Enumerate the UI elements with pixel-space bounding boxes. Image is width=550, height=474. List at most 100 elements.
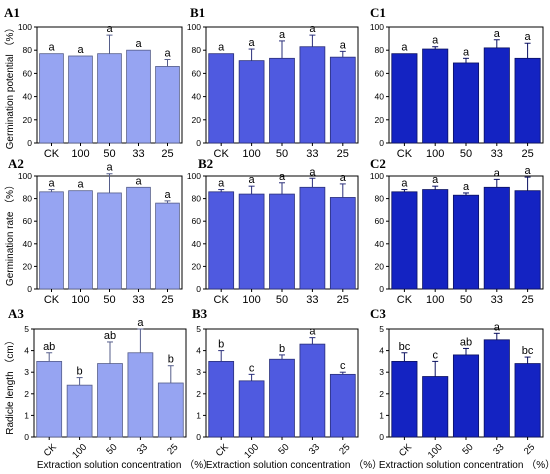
x-tick-label: 33 bbox=[132, 148, 144, 160]
significance-letter: a bbox=[164, 47, 171, 59]
y-tick-label: 0 bbox=[27, 138, 32, 148]
ylabel-A2: Germination rate （%） bbox=[4, 180, 16, 286]
y-tick-label: 80 bbox=[192, 45, 202, 55]
significance-letter: a bbox=[432, 35, 439, 47]
significance-letter: a bbox=[77, 179, 84, 191]
y-tick-label: 60 bbox=[23, 216, 33, 226]
y-tick-label: 1 bbox=[379, 410, 384, 420]
bar-50 bbox=[97, 53, 122, 144]
ylabel-A3: Radicle length （cm） bbox=[4, 335, 16, 434]
bar-25 bbox=[329, 56, 356, 144]
y-tick-label: 100 bbox=[370, 22, 384, 32]
x-tick-label: 33 bbox=[491, 294, 503, 306]
significance-letter: a bbox=[164, 189, 171, 201]
significance-letter: b bbox=[218, 339, 224, 351]
x-tick-label: 50 bbox=[276, 294, 288, 306]
y-tick-label: 100 bbox=[18, 22, 32, 32]
y-tick-label: 0 bbox=[196, 138, 201, 148]
xlabel-B3: Extraction solution concentration （%） bbox=[206, 459, 382, 471]
y-tick-label: 0 bbox=[24, 432, 29, 442]
y-tick-label: 20 bbox=[23, 115, 33, 125]
chart-panel-B2: 0 20 40 60 80 100 a CK a 100 a 50 a 33 a 25 bbox=[187, 166, 359, 306]
chart-panel-C1: 0 20 40 60 80 100 a CK a 100 a 50 a 33 a 25 bbox=[370, 22, 544, 160]
y-tick-label: 3 bbox=[379, 367, 384, 377]
significance-letter: bc bbox=[399, 341, 411, 353]
y-tick-label: 60 bbox=[192, 68, 202, 78]
bar-100 bbox=[238, 193, 265, 290]
y-tick-label: 0 bbox=[379, 432, 384, 442]
y-tick-label: 100 bbox=[18, 171, 32, 181]
significance-letter: c bbox=[249, 362, 255, 374]
y-tick-label: 40 bbox=[375, 239, 385, 249]
y-tick-label: 20 bbox=[375, 261, 385, 271]
panel-label-B3: B3 bbox=[192, 306, 208, 321]
significance-letter: ab bbox=[104, 330, 116, 342]
x-tick-label: 100 bbox=[242, 294, 260, 306]
bar-CK bbox=[39, 191, 64, 290]
xlabel-A3: Extraction solution concentration （%） bbox=[37, 459, 213, 471]
significance-letter: a bbox=[494, 167, 501, 179]
y-tick-label: 3 bbox=[24, 367, 29, 377]
significance-letter: a bbox=[340, 39, 347, 51]
x-tick-label: CK bbox=[44, 294, 60, 306]
significance-letter: a bbox=[309, 23, 316, 35]
significance-letter: a bbox=[401, 42, 408, 54]
bar-33 bbox=[483, 47, 510, 144]
x-tick-label: 25 bbox=[337, 294, 349, 306]
bar-50 bbox=[269, 193, 295, 290]
y-tick-label: 80 bbox=[375, 194, 385, 204]
bar-33 bbox=[127, 352, 154, 438]
y-tick-label: 60 bbox=[192, 216, 202, 226]
significance-letter: b bbox=[77, 366, 83, 378]
panel-label-C1: C1 bbox=[370, 5, 386, 20]
y-tick-label: 40 bbox=[192, 239, 202, 249]
significance-letter: a bbox=[340, 172, 347, 184]
y-tick-label: 40 bbox=[375, 92, 385, 102]
bar-CK bbox=[208, 191, 235, 290]
x-tick-label: 50 bbox=[103, 294, 115, 306]
significance-letter: b bbox=[279, 343, 285, 355]
significance-letter: a bbox=[309, 326, 316, 338]
y-tick-label: 1 bbox=[24, 410, 29, 420]
y-tick-label: 80 bbox=[23, 45, 33, 55]
y-tick-label: 4 bbox=[196, 346, 201, 356]
x-tick-label: 33 bbox=[306, 294, 318, 306]
y-tick-label: 40 bbox=[23, 92, 33, 102]
chart-panel-B1: 0 20 40 60 80 100 a CK a 100 a 50 a 33 a 25 bbox=[187, 22, 359, 160]
significance-letter: a bbox=[106, 23, 113, 35]
bar-CK bbox=[208, 53, 235, 144]
y-tick-label: 60 bbox=[375, 216, 385, 226]
y-tick-label: 20 bbox=[23, 261, 33, 271]
panel-label-C2: C2 bbox=[370, 156, 386, 171]
bar-25 bbox=[155, 202, 180, 290]
y-tick-label: 100 bbox=[370, 171, 384, 181]
y-tick-label: 80 bbox=[375, 45, 385, 55]
x-tick-label: 100 bbox=[71, 148, 89, 160]
xlabel-C3: Extraction solution concentration （%） bbox=[379, 459, 550, 471]
significance-letter: a bbox=[48, 178, 55, 190]
significance-letter: a bbox=[77, 44, 84, 56]
x-tick-label: 100 bbox=[426, 148, 444, 160]
x-tick-label: CK bbox=[44, 148, 60, 160]
x-tick-label: 100 bbox=[426, 294, 444, 306]
y-tick-label: 1 bbox=[196, 410, 201, 420]
significance-letter: a bbox=[309, 166, 316, 178]
bar-CK bbox=[39, 53, 64, 144]
bar-CK bbox=[391, 191, 418, 290]
significance-letter: a bbox=[463, 46, 470, 58]
bar-100 bbox=[422, 48, 449, 144]
y-tick-label: 80 bbox=[23, 194, 33, 204]
y-tick-label: 100 bbox=[187, 22, 201, 32]
y-tick-label: 20 bbox=[192, 261, 202, 271]
y-tick-label: 3 bbox=[196, 367, 201, 377]
significance-letter: a bbox=[463, 181, 470, 193]
y-tick-label: 5 bbox=[24, 324, 29, 334]
y-tick-label: 40 bbox=[192, 92, 202, 102]
x-tick-label: 33 bbox=[306, 148, 318, 160]
bar-50 bbox=[269, 57, 295, 144]
significance-letter: a bbox=[432, 174, 439, 186]
x-tick-label: CK bbox=[397, 294, 413, 306]
significance-letter: bc bbox=[522, 345, 534, 357]
panel-label-B1: B1 bbox=[190, 5, 205, 20]
